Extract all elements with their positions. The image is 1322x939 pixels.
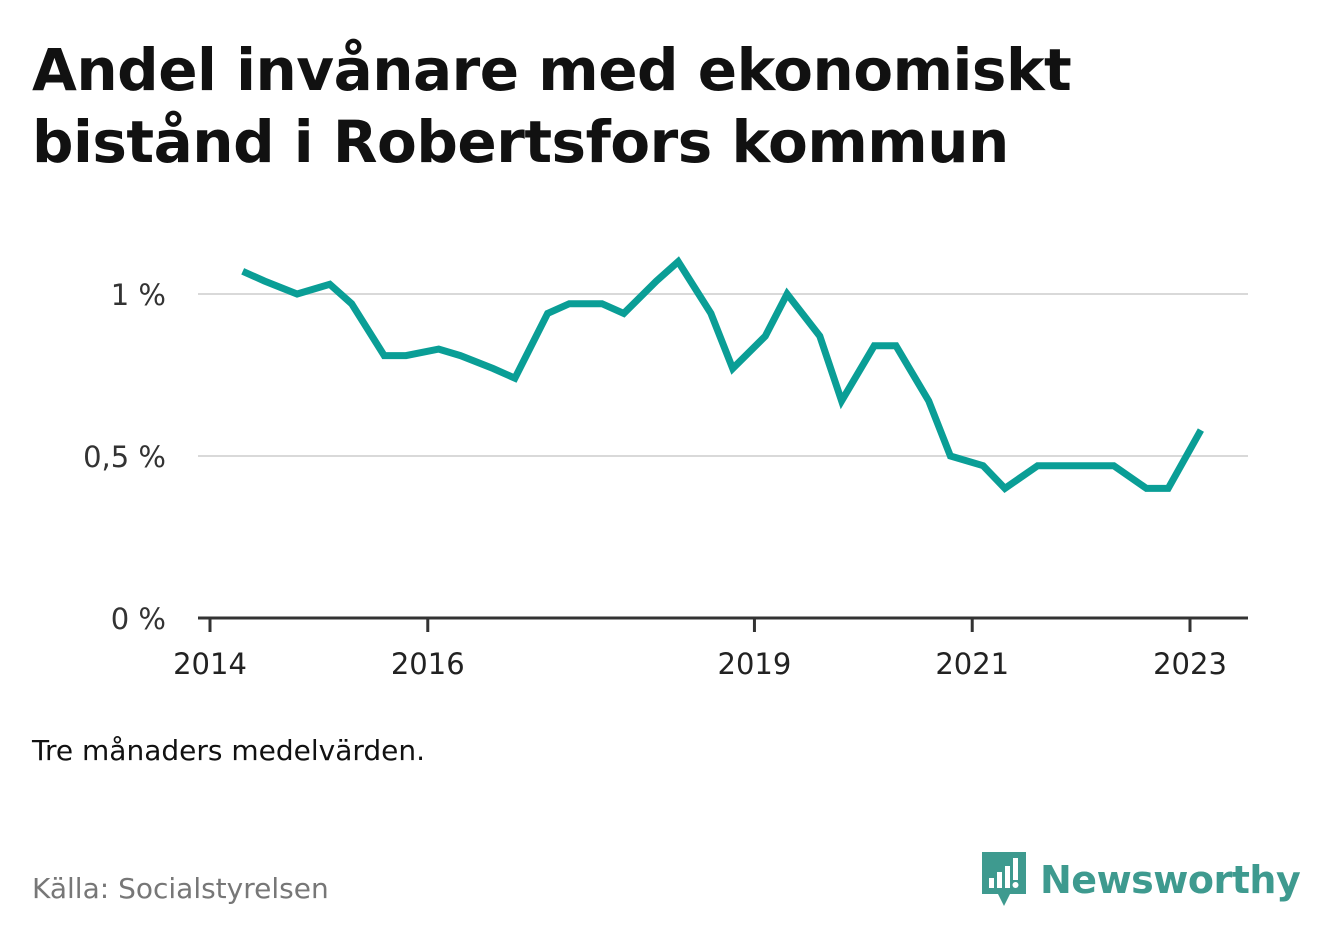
y-axis-tick-labels: 0 % 0,5 % 1 % (83, 278, 166, 636)
chart-title: Andel invånare med ekonomiskt bistånd i … (32, 34, 1232, 178)
brand-name: Newsworthy (1040, 858, 1301, 902)
line-chart: 0 % 0,5 % 1 % 2014 2016 2019 2021 2023 (83, 256, 1248, 681)
x-axis-tick-labels: 2014 2016 2019 2021 2023 (173, 647, 1227, 681)
source-label: Källa: Socialstyrelsen (32, 872, 329, 905)
brand-logo[interactable]: Newsworthy (980, 850, 1301, 910)
series-layer (241, 256, 1204, 493)
chart-note: Tre månaders medelvärden. (32, 734, 426, 767)
x-tick-label: 2019 (718, 647, 792, 681)
x-axis (198, 616, 1248, 632)
chart-title-line-1: Andel invånare med ekonomiskt (32, 36, 1072, 104)
y-tick-label: 0 % (111, 602, 166, 636)
x-tick-label: 2023 (1153, 647, 1227, 681)
x-tick-label: 2016 (391, 647, 465, 681)
y-tick-label: 1 % (111, 278, 166, 312)
bar-chart-speech-bubble-icon (982, 852, 1026, 906)
series-line (241, 256, 1204, 493)
gridlines (198, 293, 1248, 457)
chart-title-line-2: bistånd i Robertsfors kommun (32, 108, 1009, 176)
x-tick-label: 2021 (935, 647, 1009, 681)
y-tick-label: 0,5 % (83, 440, 166, 474)
x-tick-label: 2014 (173, 647, 247, 681)
